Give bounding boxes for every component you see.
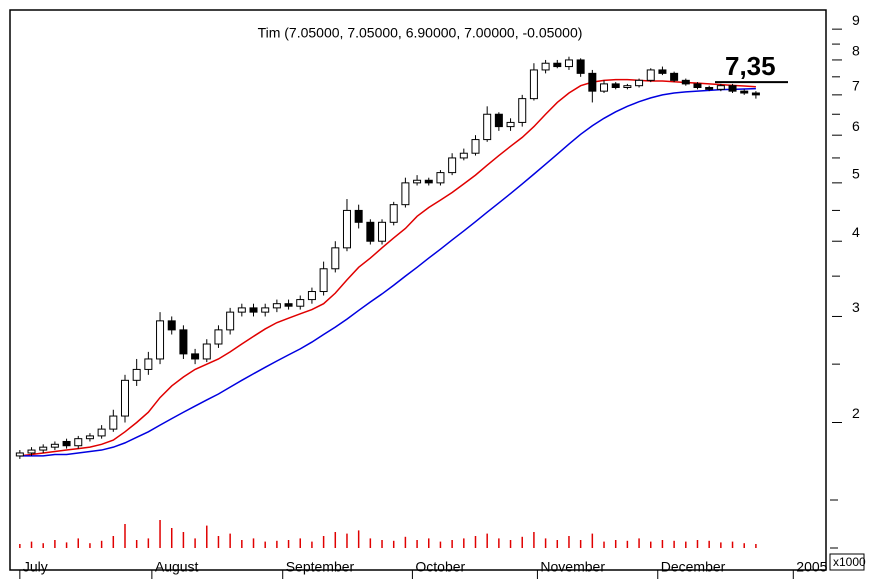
candle-body: [261, 307, 270, 313]
candle-body: [751, 92, 760, 96]
candle-body: [529, 69, 538, 100]
candle-body: [658, 69, 667, 74]
candle-body: [156, 320, 165, 360]
candle-body: [202, 343, 211, 360]
candle-body: [389, 204, 398, 223]
y-tick-label: 3: [852, 299, 860, 315]
y-tick-label: 5: [852, 166, 860, 182]
x-tick-label: December: [661, 559, 726, 575]
candle-body: [15, 452, 24, 457]
candle-body: [342, 209, 351, 249]
y-tick-label: 9: [852, 12, 860, 28]
candle-body: [728, 85, 737, 92]
candle-body: [564, 59, 573, 68]
candle-body: [506, 121, 515, 128]
volume-label-box: [829, 553, 865, 571]
candle-body: [144, 358, 153, 370]
x-tick-label: 2005: [796, 559, 827, 575]
candle-body: [740, 90, 749, 94]
candle-body: [413, 179, 422, 184]
candle-body: [237, 307, 246, 313]
price-annotation: 7,35: [725, 51, 776, 81]
candle-body: [50, 443, 59, 448]
chart-title: Tim (7.05000, 7.05000, 6.90000, 7.00000,…: [258, 25, 583, 41]
moving-average-line: [19, 87, 756, 457]
candle-body: [366, 221, 375, 242]
candle-body: [448, 157, 457, 174]
candle-body: [600, 83, 609, 92]
candle-body: [553, 62, 562, 68]
candle-body: [483, 113, 492, 141]
candle-body: [693, 83, 702, 88]
volume-label: x1000: [833, 555, 866, 569]
candle-body: [191, 353, 200, 360]
y-tick-label: 6: [852, 118, 860, 134]
candle-body: [179, 329, 188, 355]
candle-body: [284, 303, 293, 307]
candle-body: [611, 83, 620, 88]
candle-body: [319, 268, 328, 293]
candle-body: [97, 428, 106, 437]
candle-body: [214, 329, 223, 345]
candle-body: [635, 79, 644, 87]
candle-body: [167, 320, 176, 331]
candle-body: [354, 209, 363, 223]
candle-body: [541, 62, 550, 71]
candle-body: [27, 449, 36, 454]
y-tick-label: 7: [852, 78, 860, 94]
x-tick-label: August: [155, 559, 199, 575]
y-tick-label: 2: [852, 405, 860, 421]
candle-body: [588, 72, 597, 92]
moving-average-line: [19, 78, 756, 457]
candle-body: [378, 221, 387, 242]
candle-body: [576, 59, 585, 74]
candle-body: [705, 86, 714, 90]
candle-body: [716, 85, 725, 90]
candle-body: [518, 98, 527, 123]
y-tick-label: 4: [852, 224, 860, 240]
candle-body: [681, 79, 690, 85]
candle-body: [331, 247, 340, 270]
candle-body: [120, 379, 129, 417]
candle-body: [85, 435, 94, 440]
y-tick-label: 8: [852, 43, 860, 59]
x-tick-label: November: [540, 559, 605, 575]
candle-body: [459, 152, 468, 159]
candle-body: [62, 440, 71, 447]
candle-body: [249, 307, 258, 313]
candle-body: [132, 368, 141, 381]
candle-body: [296, 299, 305, 307]
candle-body: [646, 69, 655, 81]
x-tick-label: October: [415, 559, 465, 575]
candle-body: [623, 85, 632, 88]
plot-frame: [9, 9, 827, 571]
candle-body: [424, 179, 433, 184]
candle-body: [494, 113, 503, 128]
candle-body: [471, 139, 480, 154]
x-tick-label: July: [23, 559, 48, 575]
candle-body: [307, 291, 316, 301]
candle-body: [74, 438, 83, 447]
candle-body: [109, 415, 118, 430]
x-tick-label: September: [286, 559, 355, 575]
candle-body: [436, 172, 445, 184]
candle-body: [39, 446, 48, 451]
candle-body: [401, 182, 410, 206]
candle-body: [670, 72, 679, 81]
candle-body: [272, 303, 281, 309]
candle-body: [226, 311, 235, 331]
